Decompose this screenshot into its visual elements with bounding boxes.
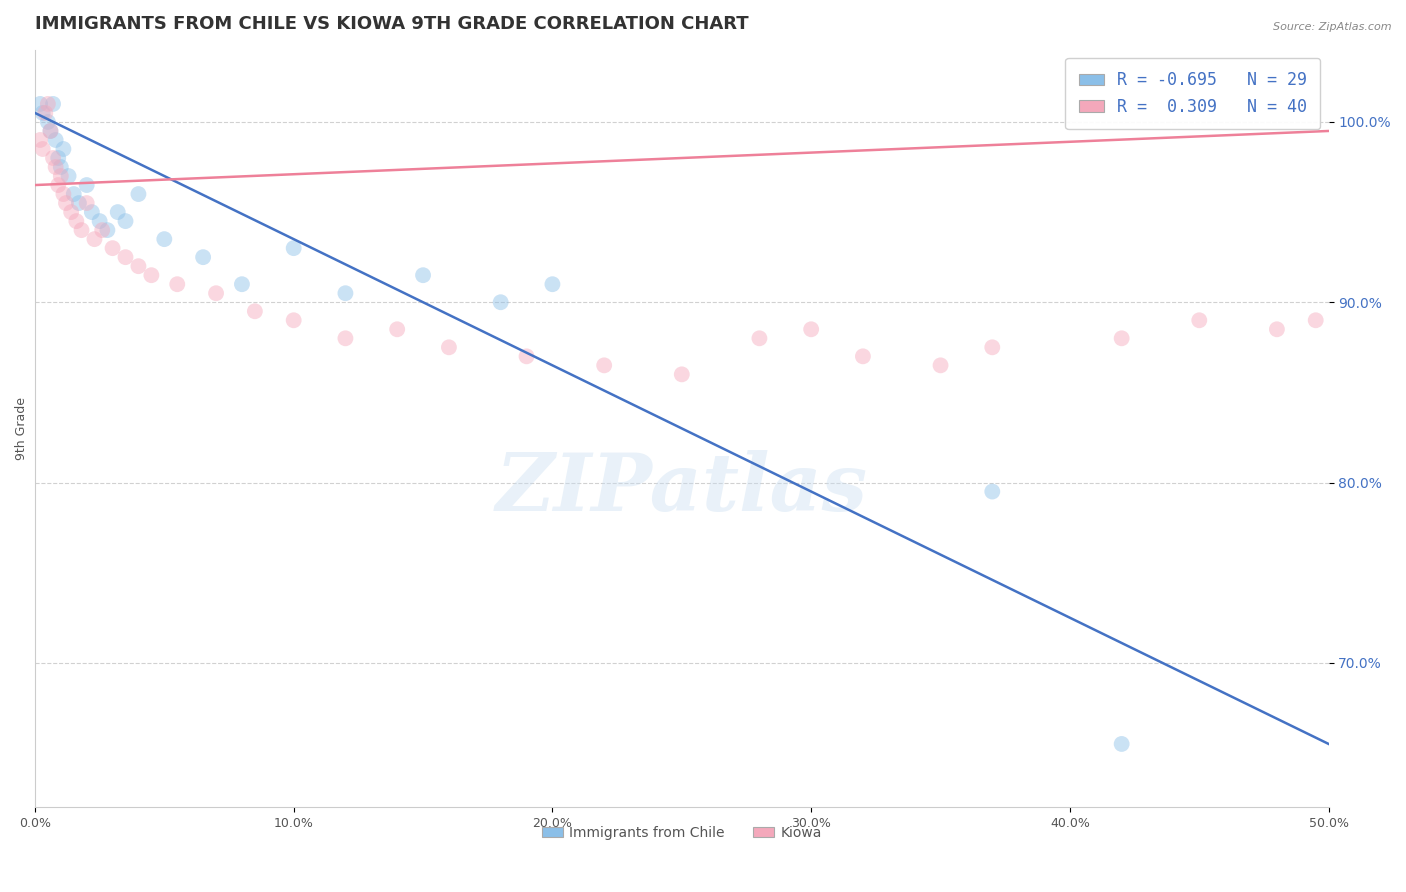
Point [89,214,111,228]
Point [37,115,59,129]
Point [929,359,952,373]
Point [1111,737,1133,751]
Point [748,331,770,345]
Point [166,277,188,292]
Y-axis label: 9th Grade: 9th Grade [15,397,28,460]
Point [412,268,434,283]
Point [593,359,616,373]
Point [114,250,136,264]
Point [62,187,84,202]
Point [1305,313,1327,327]
Point [516,349,538,363]
Point [31,142,53,156]
Point [205,286,228,301]
Point [70,223,93,237]
Point [76,178,98,192]
Point [385,322,408,336]
Point [96,223,118,237]
Point [107,205,129,219]
Point [34,106,56,120]
Point [981,484,1004,499]
Point [60,205,83,219]
Point [45,160,67,174]
Point [1265,322,1288,336]
Point [335,286,357,301]
Point [52,142,75,156]
Point [231,277,253,292]
Point [37,97,59,112]
Point [852,349,875,363]
Point [52,187,75,202]
Point [30,97,52,112]
Point [49,160,72,174]
Point [58,169,80,183]
Point [981,340,1004,354]
Point [114,214,136,228]
Point [46,178,69,192]
Point [91,223,114,237]
Point [39,124,62,138]
Point [30,133,52,147]
Point [31,106,53,120]
Point [671,368,693,382]
Point [55,196,77,211]
Point [65,214,87,228]
Point [46,151,69,165]
Point [283,241,305,255]
Point [243,304,266,318]
Point [83,232,105,246]
Point [45,133,67,147]
Point [1188,313,1211,327]
Legend: Immigrants from Chile, Kiowa: Immigrants from Chile, Kiowa [536,821,828,846]
Point [49,169,72,183]
Point [489,295,512,310]
Point [541,277,564,292]
Point [335,331,357,345]
Point [101,241,124,255]
Point [800,322,823,336]
Point [67,196,90,211]
Point [80,205,103,219]
Point [141,268,163,283]
Point [191,250,214,264]
Point [42,151,65,165]
Text: Source: ZipAtlas.com: Source: ZipAtlas.com [1274,22,1392,32]
Point [76,196,98,211]
Point [127,187,149,202]
Point [283,313,305,327]
Text: ZIPatlas: ZIPatlas [496,450,868,528]
Point [1111,331,1133,345]
Point [437,340,460,354]
Point [42,97,65,112]
Text: IMMIGRANTS FROM CHILE VS KIOWA 9TH GRADE CORRELATION CHART: IMMIGRANTS FROM CHILE VS KIOWA 9TH GRADE… [35,15,748,33]
Point [127,259,149,273]
Point [153,232,176,246]
Point [39,124,62,138]
